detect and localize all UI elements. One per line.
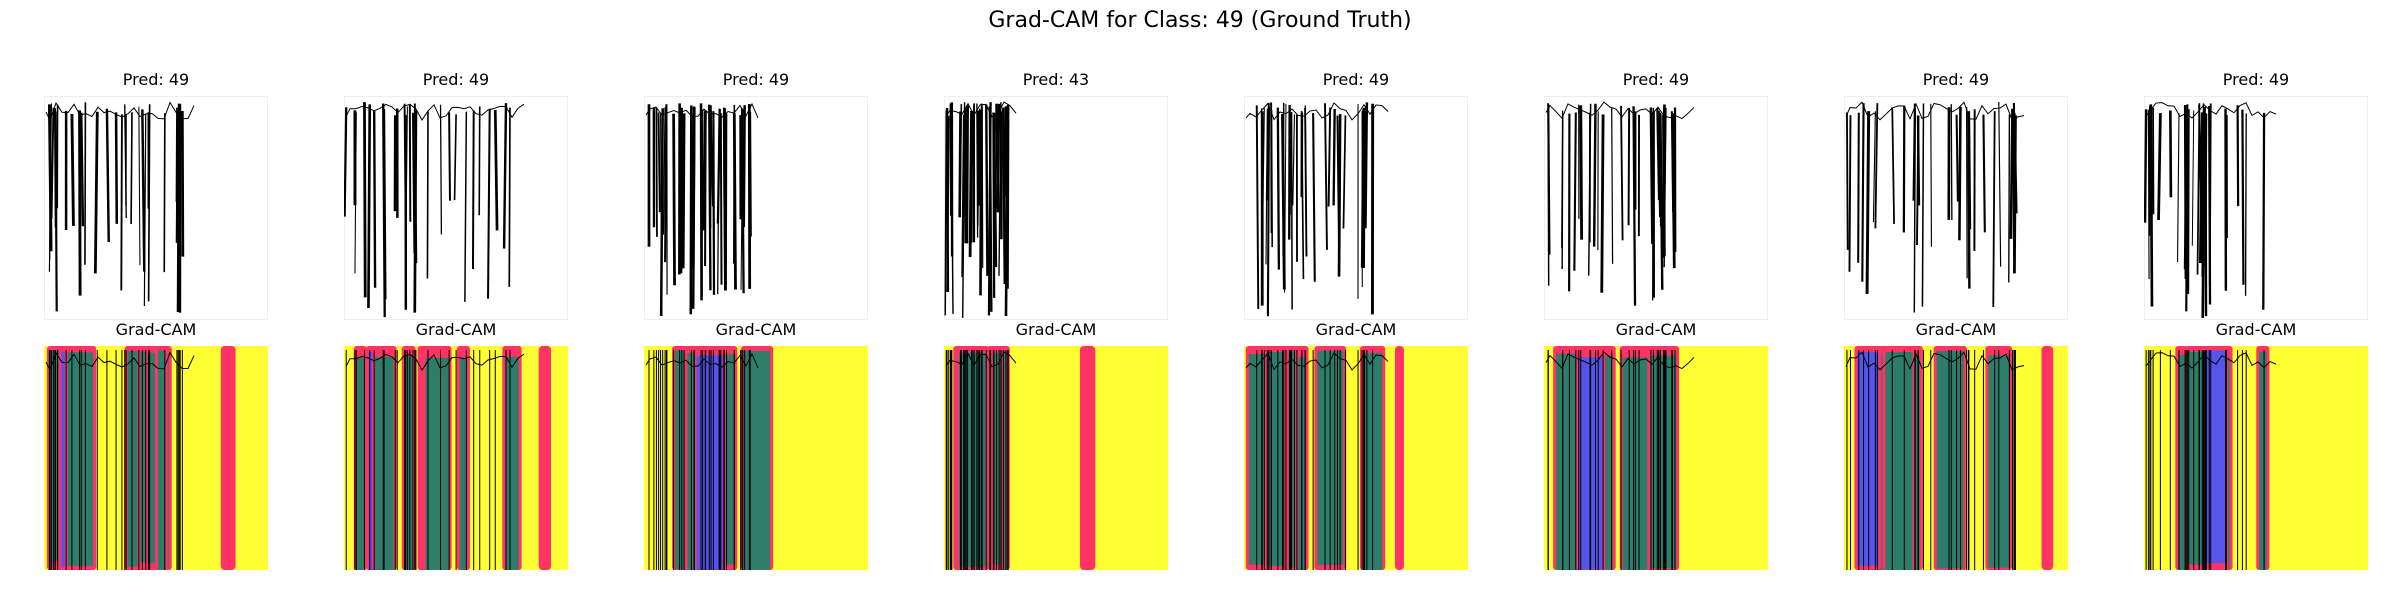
pred-label: Pred: 49	[1322, 70, 1390, 89]
gradcam-heatmap	[944, 346, 1168, 570]
input-signal-panel	[644, 96, 868, 320]
gradcam-heatmap	[2144, 346, 2368, 570]
gradcam-heatmap-panel	[2144, 346, 2368, 570]
input-signal-panel	[344, 96, 568, 320]
gradcam-label: Grad-CAM	[1915, 320, 1997, 339]
figure-title: Grad-CAM for Class: 49 (Ground Truth)	[988, 8, 1412, 33]
input-signal-plot	[44, 96, 268, 320]
input-signal-plot	[344, 96, 568, 320]
gradcam-heatmap-panel	[1844, 346, 2068, 570]
input-signal-plot	[1544, 96, 1768, 320]
pred-label: Pred: 49	[1922, 70, 1990, 89]
pred-label: Pred: 49	[122, 70, 190, 89]
gradcam-heatmap-panel	[1244, 346, 1468, 570]
gradcam-heatmap	[1844, 346, 2068, 570]
input-signal-plot	[944, 96, 1168, 320]
gradcam-label: Grad-CAM	[1315, 320, 1397, 339]
gradcam-heatmap	[344, 346, 568, 570]
gradcam-label: Grad-CAM	[1015, 320, 1097, 339]
gradcam-label: Grad-CAM	[715, 320, 797, 339]
gradcam-heatmap	[644, 346, 868, 570]
gradcam-heatmap-panel	[644, 346, 868, 570]
gradcam-heatmap	[44, 346, 268, 570]
input-signal-panel	[944, 96, 1168, 320]
pred-label: Pred: 49	[2222, 70, 2290, 89]
input-signal-plot	[1244, 96, 1468, 320]
input-signal-panel	[2144, 96, 2368, 320]
input-signal-plot	[644, 96, 868, 320]
pred-label: Pred: 49	[1622, 70, 1690, 89]
input-signal-plot	[1844, 96, 2068, 320]
pred-label: Pred: 49	[422, 70, 490, 89]
gradcam-heatmap-panel	[1544, 346, 1768, 570]
gradcam-heatmap-panel	[344, 346, 568, 570]
gradcam-heatmap-panel	[44, 346, 268, 570]
pred-label: Pred: 43	[1022, 70, 1090, 89]
gradcam-label: Grad-CAM	[1615, 320, 1697, 339]
gradcam-label: Grad-CAM	[115, 320, 197, 339]
gradcam-heatmap	[1244, 346, 1468, 570]
gradcam-label: Grad-CAM	[415, 320, 497, 339]
input-signal-panel	[1844, 96, 2068, 320]
input-signal-panel	[1544, 96, 1768, 320]
gradcam-heatmap-panel	[944, 346, 1168, 570]
gradcam-label: Grad-CAM	[2215, 320, 2297, 339]
input-signal-panel	[1244, 96, 1468, 320]
input-signal-panel	[44, 96, 268, 320]
pred-label: Pred: 49	[722, 70, 790, 89]
gradcam-heatmap	[1544, 346, 1768, 570]
input-signal-plot	[2144, 96, 2368, 320]
